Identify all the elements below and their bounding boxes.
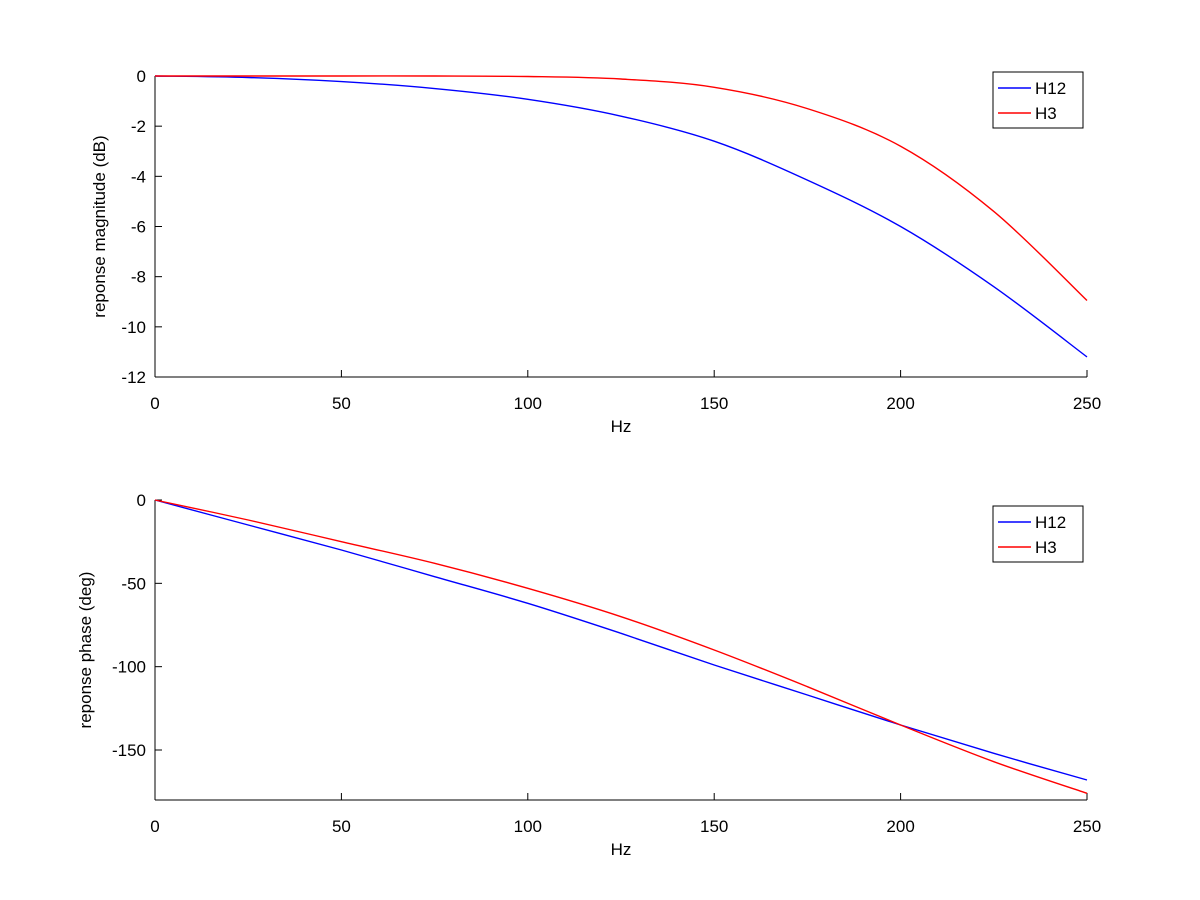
magnitude-x-tick-label: 250 xyxy=(1073,394,1101,413)
magnitude-y-tick-label: -12 xyxy=(121,368,146,387)
magnitude-y-tick-label: -4 xyxy=(131,167,146,186)
phase-y-axis-label: reponse phase (deg) xyxy=(76,572,95,729)
magnitude-chart: 0 50 100 150 200 250 0 -2 -4 -6 -8 -10 -12 Hz reponse … xyxy=(90,67,1101,436)
phase-x-tick-label: 150 xyxy=(700,817,728,836)
magnitude-x-tick-label: 200 xyxy=(886,394,914,413)
magnitude-x-tick-label: 50 xyxy=(332,394,351,413)
phase-series-h12 xyxy=(154,499,1088,781)
phase-legend-box xyxy=(992,505,1084,563)
magnitude-y-tick-label: -10 xyxy=(121,318,146,337)
magnitude-legend-label-h12: H12 xyxy=(1035,79,1066,98)
phase-x-axis-label: Hz xyxy=(611,840,632,859)
phase-chart: 0 50 100 150 200 250 0 -50 -100 -150 Hz reponse pha… xyxy=(76,491,1101,859)
magnitude-y-tick-label: -2 xyxy=(131,117,146,136)
magnitude-y-tick-label: -6 xyxy=(131,218,146,237)
phase-x-tick-label: 200 xyxy=(886,817,914,836)
magnitude-legend-label-h3: H3 xyxy=(1035,104,1057,123)
magnitude-x-tick-label: 0 xyxy=(150,394,159,413)
phase-y-tick-label: -100 xyxy=(112,658,146,677)
magnitude-x-axis-label: Hz xyxy=(611,417,632,436)
magnitude-x-tick-label: 150 xyxy=(700,394,728,413)
phase-x-tick-label: 50 xyxy=(332,817,351,836)
phase-series-h3 xyxy=(154,499,1088,794)
magnitude-series-h3 xyxy=(154,75,1088,302)
magnitude-y-tick-label: -8 xyxy=(131,268,146,287)
phase-x-tick-label: 100 xyxy=(514,817,542,836)
magnitude-series-h12 xyxy=(154,75,1088,358)
phase-y-tick-label: -50 xyxy=(121,574,146,593)
phase-legend-label-h3: H3 xyxy=(1035,538,1057,557)
magnitude-legend-box xyxy=(992,71,1084,129)
magnitude-y-axis-label: reponse magnitude (dB) xyxy=(90,135,109,317)
phase-y-tick-label: -150 xyxy=(112,741,146,760)
magnitude-y-tick-label: 0 xyxy=(137,67,146,86)
phase-x-tick-label: 250 xyxy=(1073,817,1101,836)
phase-x-tick-label: 0 xyxy=(150,817,159,836)
magnitude-x-tick-label: 100 xyxy=(514,394,542,413)
phase-legend-label-h12: H12 xyxy=(1035,513,1066,532)
phase-y-tick-label: 0 xyxy=(137,491,146,510)
